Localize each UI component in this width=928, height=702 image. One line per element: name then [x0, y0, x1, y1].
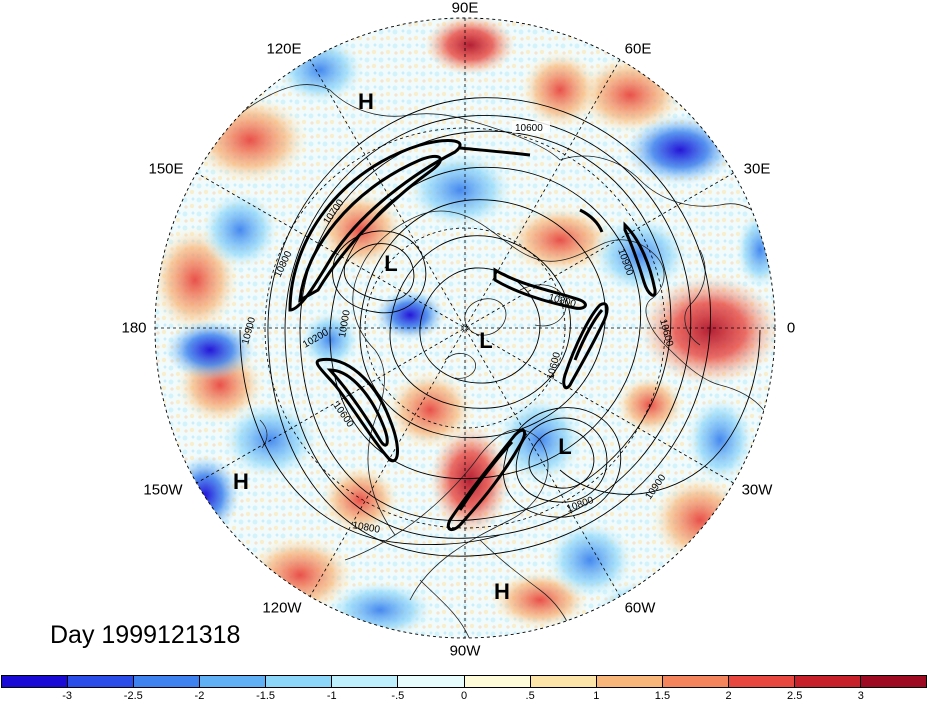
- colorbar-tick-label: -1: [326, 690, 337, 702]
- contour-label: 10600: [515, 123, 543, 134]
- contour-label: 10000: [337, 309, 353, 339]
- colorbar: [1, 675, 927, 688]
- lon-label-30w: 30W: [741, 481, 773, 499]
- lon-label-150e: 150E: [148, 160, 184, 178]
- colorbar-tick-label: 2: [725, 690, 732, 702]
- colorbar-segment: [464, 676, 531, 687]
- lon-label-180: 180: [121, 319, 147, 337]
- jet-contours: [288, 139, 657, 532]
- colorbar-tick-label: -3: [62, 690, 73, 702]
- colorbar-tick-label: 1.5: [654, 690, 671, 702]
- colorbar-tick-label: 0: [460, 690, 468, 702]
- colorbar-tick-label: 3: [857, 690, 864, 702]
- low-pressure-marker: L: [558, 434, 572, 459]
- colorbar-tick-label: -1.5: [256, 690, 276, 702]
- date-label: Day 1999121318: [50, 621, 241, 649]
- colorbar-segment: [266, 676, 333, 687]
- lon-label-90w: 90W: [449, 642, 481, 660]
- graticule: [155, 18, 775, 638]
- colorbar-tick-label: -2.5: [123, 690, 143, 702]
- colorbar-segment: [530, 676, 597, 687]
- colorbar-segment: [794, 676, 862, 687]
- colorbar-segment: [200, 676, 267, 687]
- high-pressure-marker: H: [233, 469, 249, 494]
- colorbar-tick-label: -2: [194, 690, 205, 702]
- colorbar-tick-label: 1: [593, 690, 600, 702]
- colorbar-segment: [68, 676, 135, 687]
- colorbar-segment: [861, 676, 927, 687]
- colorbar-segment: [134, 676, 201, 687]
- colorbar-segment: [596, 676, 663, 687]
- colorbar-tick-label: -.5: [391, 690, 405, 702]
- colorbar-segment: [398, 676, 465, 687]
- lon-label-120w: 120W: [262, 599, 302, 617]
- lon-label-0: 0: [786, 319, 796, 337]
- colorbar-segment: [728, 676, 795, 687]
- height-contours: [239, 97, 761, 557]
- colorbar-tick-label: 2.5: [787, 690, 803, 702]
- lon-label-90e: 90E: [451, 0, 479, 17]
- map-boundary: [154, 17, 776, 639]
- lon-label-120e: 120E: [266, 40, 302, 58]
- lon-label-30e: 30E: [743, 160, 771, 178]
- contour-label: 10800: [351, 520, 381, 536]
- lon-label-150w: 150W: [143, 481, 183, 499]
- low-pressure-marker: L: [479, 328, 493, 353]
- colorbar-tick-label: .5: [525, 690, 535, 702]
- colorbar-segment: [2, 676, 69, 687]
- colorbar-segment: [332, 676, 399, 687]
- high-pressure-marker: H: [358, 89, 374, 114]
- high-pressure-marker: H: [494, 579, 510, 604]
- low-pressure-marker: L: [384, 251, 398, 276]
- colorbar-segment: [662, 676, 729, 687]
- lon-label-60w: 60W: [624, 599, 656, 617]
- lon-label-60e: 60E: [624, 40, 652, 58]
